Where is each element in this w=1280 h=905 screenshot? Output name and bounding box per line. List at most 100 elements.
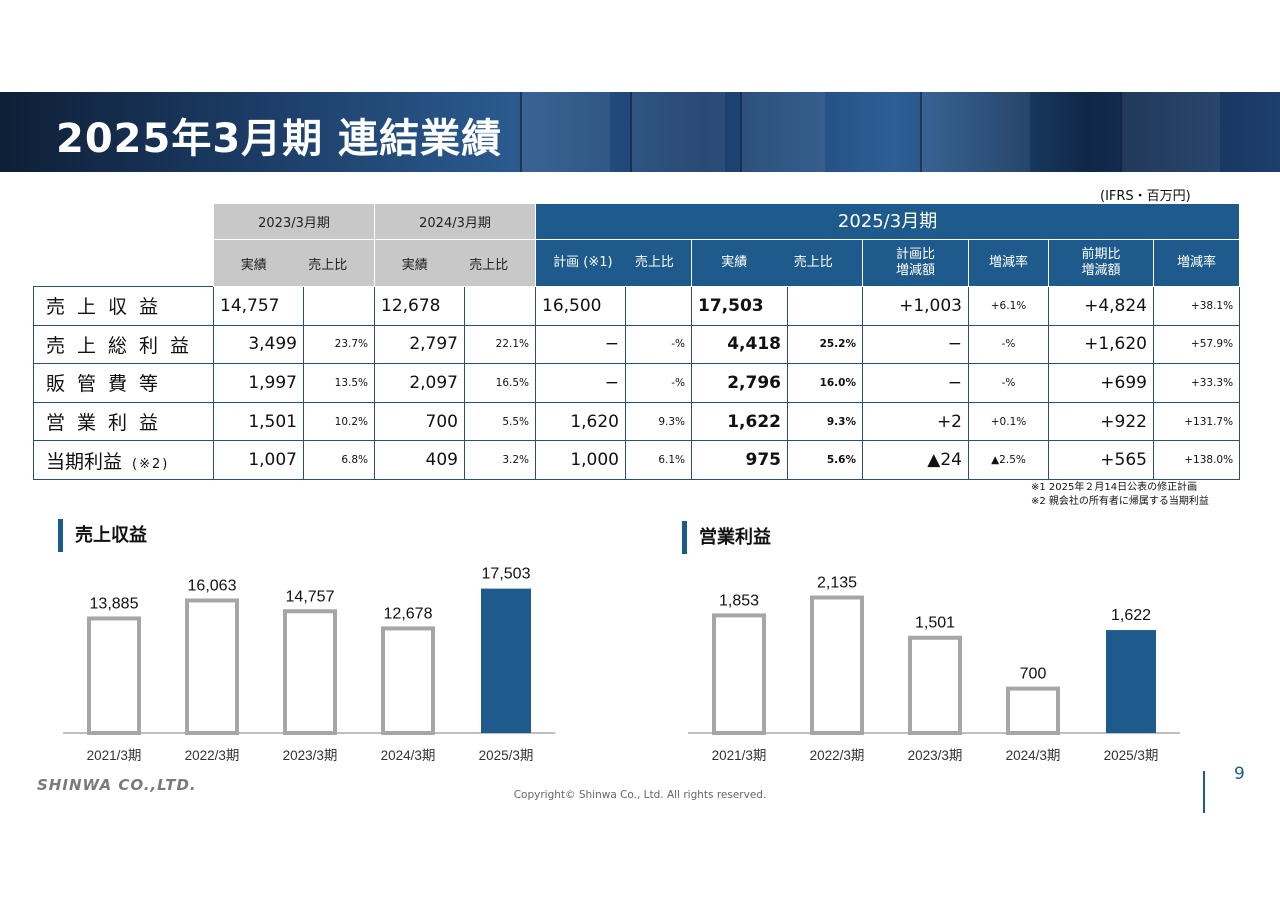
col-plan-diff: 計画比増減額 bbox=[862, 239, 969, 287]
table-row: 売上収益 14,757 12,678 16,500 17,503 +1,003 +6.1% +… bbox=[33, 286, 1241, 326]
cell-v24: 409 bbox=[374, 440, 465, 480]
bar-2023/3期 bbox=[908, 635, 962, 735]
cell-v25: 1,622 bbox=[691, 401, 788, 442]
cell-dyoy: +699 bbox=[1048, 363, 1154, 403]
data-label: 2,135 bbox=[817, 575, 857, 592]
cell-ryoy: +131.7% bbox=[1152, 401, 1241, 442]
cell-v24: 12,678 bbox=[374, 286, 465, 326]
cell-dyoy: +4,824 bbox=[1048, 286, 1154, 326]
category-label: 2025/3期 bbox=[1104, 748, 1159, 763]
row-label-text: 販管費等 bbox=[46, 373, 171, 396]
table-row: 当期利益 (※2) 1,007 6.8% 409 3.2% 1,000 6.1% 975 5.6%… bbox=[33, 440, 1241, 480]
category-label: 2022/3期 bbox=[185, 748, 240, 763]
bar-2021/3期 bbox=[712, 613, 766, 735]
cell-rplan: -% bbox=[968, 363, 1049, 403]
header-2024: 2024/3月期 bbox=[374, 203, 536, 240]
category-label: 2024/3期 bbox=[381, 748, 436, 763]
cell-p24: 16.5% bbox=[464, 363, 536, 403]
cell-plan: − bbox=[535, 324, 626, 365]
cell-dyoy: +922 bbox=[1048, 401, 1154, 442]
header-2025: 2025/3月期 bbox=[534, 203, 1241, 240]
cell-v25: 17,503 bbox=[691, 286, 788, 326]
data-label: 14,757 bbox=[286, 588, 335, 605]
cell-rplan: -% bbox=[968, 324, 1049, 365]
cell-p25: 9.3% bbox=[787, 401, 863, 442]
cell-p25: 25.2% bbox=[787, 324, 863, 365]
banner-pane bbox=[1120, 92, 1220, 172]
cell-v24: 2,797 bbox=[374, 324, 465, 365]
row-label-text: 営業利益 bbox=[46, 412, 171, 435]
cell-p24: 3.2% bbox=[464, 440, 536, 480]
banner-pane bbox=[520, 92, 610, 172]
category-label: 2021/3期 bbox=[87, 748, 142, 763]
data-label: 12,678 bbox=[384, 605, 433, 622]
cell-p23 bbox=[303, 286, 375, 326]
revenue-chart: 13,885 2021/3期 16,063 2022/3期 14,757 2023/3期 1… bbox=[63, 566, 555, 763]
data-label: 700 bbox=[1020, 666, 1047, 683]
cell-dplan: − bbox=[862, 324, 969, 365]
col-uriagehi: 売上比 bbox=[634, 255, 674, 270]
bar-2021/3期 bbox=[87, 616, 141, 735]
col-keikaku: 計画 (※1) bbox=[553, 255, 613, 270]
cell-dplan: ▲24 bbox=[862, 440, 969, 480]
category-label: 2023/3期 bbox=[908, 748, 963, 763]
cell-dyoy: +565 bbox=[1048, 440, 1154, 480]
cell-v24: 2,097 bbox=[374, 363, 465, 403]
row-label: 売上総利益 bbox=[33, 324, 214, 365]
page-title: 2025年3月期 連結業績 bbox=[56, 116, 503, 162]
footnote-1: ※1 2025年２月14日公表の修正計画 bbox=[1031, 482, 1198, 493]
cell-pplan bbox=[625, 286, 692, 326]
row-label-text: 売上収益 bbox=[46, 296, 171, 319]
banner-pane bbox=[740, 92, 825, 172]
category-label: 2022/3期 bbox=[810, 748, 865, 763]
table-row: 営業利益 1,501 10.2% 700 5.5% 1,620 9.3% 1,622 9.3% +… bbox=[33, 401, 1241, 442]
cell-p23: 13.5% bbox=[303, 363, 375, 403]
footnotes: ※1 2025年２月14日公表の修正計画 ※2 親会社の所有者に帰属する当期利益 bbox=[1031, 481, 1209, 509]
cell-ryoy: +38.1% bbox=[1152, 286, 1241, 326]
chart-title-operating-profit: 営業利益 bbox=[682, 521, 771, 554]
cell-plan: 16,500 bbox=[535, 286, 626, 326]
cell-v25: 2,796 bbox=[691, 363, 788, 403]
row-label-note: (※2) bbox=[132, 456, 170, 472]
bar-2025/3期 bbox=[1106, 630, 1156, 733]
cell-p24 bbox=[464, 286, 536, 326]
cell-v23: 1,007 bbox=[213, 440, 304, 480]
cell-plan: 1,620 bbox=[535, 401, 626, 442]
row-label-text: 売上総利益 bbox=[46, 334, 202, 357]
category-label: 2024/3期 bbox=[1006, 748, 1061, 763]
cell-plan: 1,000 bbox=[535, 440, 626, 480]
cell-p23: 10.2% bbox=[303, 401, 375, 442]
bar-2024/3期 bbox=[1006, 686, 1060, 735]
cell-v24: 700 bbox=[374, 401, 465, 442]
page-number-bar bbox=[1203, 771, 1205, 813]
cell-p24: 22.1% bbox=[464, 324, 536, 365]
data-label: 16,063 bbox=[188, 577, 237, 594]
row-label: 売上収益 bbox=[33, 286, 214, 326]
data-label: 17,503 bbox=[482, 566, 531, 583]
col-yoy-diff-text: 前期比増減額 bbox=[1081, 247, 1121, 278]
bar-2023/3期 bbox=[283, 609, 337, 735]
data-label: 13,885 bbox=[90, 595, 139, 612]
row-label: 当期利益 (※2) bbox=[33, 440, 214, 480]
chart-title-revenue: 売上収益 bbox=[58, 519, 147, 552]
col-jisseki: 実績 bbox=[240, 257, 267, 273]
copyright: Copyright© Shinwa Co., Ltd. All rights r… bbox=[513, 789, 767, 801]
row-label-text: 当期利益 bbox=[46, 450, 123, 473]
cell-v23: 14,757 bbox=[213, 286, 304, 326]
row-label: 営業利益 bbox=[33, 401, 214, 442]
bar-2024/3期 bbox=[381, 626, 435, 735]
cell-dyoy: +1,620 bbox=[1048, 324, 1154, 365]
cell-rplan: ▲2.5% bbox=[968, 440, 1049, 480]
banner-pane bbox=[630, 92, 725, 172]
operating-profit-chart: 1,853 2021/3期 2,135 2022/3期 1,501 2023/3期 700 2… bbox=[688, 575, 1180, 763]
title-banner: 2025年3月期 連結業績 bbox=[0, 92, 1280, 172]
subheader-plan: 計画 (※1) 売上比 bbox=[535, 239, 692, 287]
data-label: 1,622 bbox=[1111, 607, 1151, 624]
cell-pplan: 6.1% bbox=[625, 440, 692, 480]
col-jisseki: 実績 bbox=[401, 257, 428, 273]
cell-p25: 16.0% bbox=[787, 363, 863, 403]
corner-cell bbox=[33, 239, 214, 287]
bar-2022/3期 bbox=[810, 595, 864, 736]
col-yoy-rate: 増減率 bbox=[1152, 239, 1241, 287]
bar-2022/3期 bbox=[185, 598, 239, 735]
